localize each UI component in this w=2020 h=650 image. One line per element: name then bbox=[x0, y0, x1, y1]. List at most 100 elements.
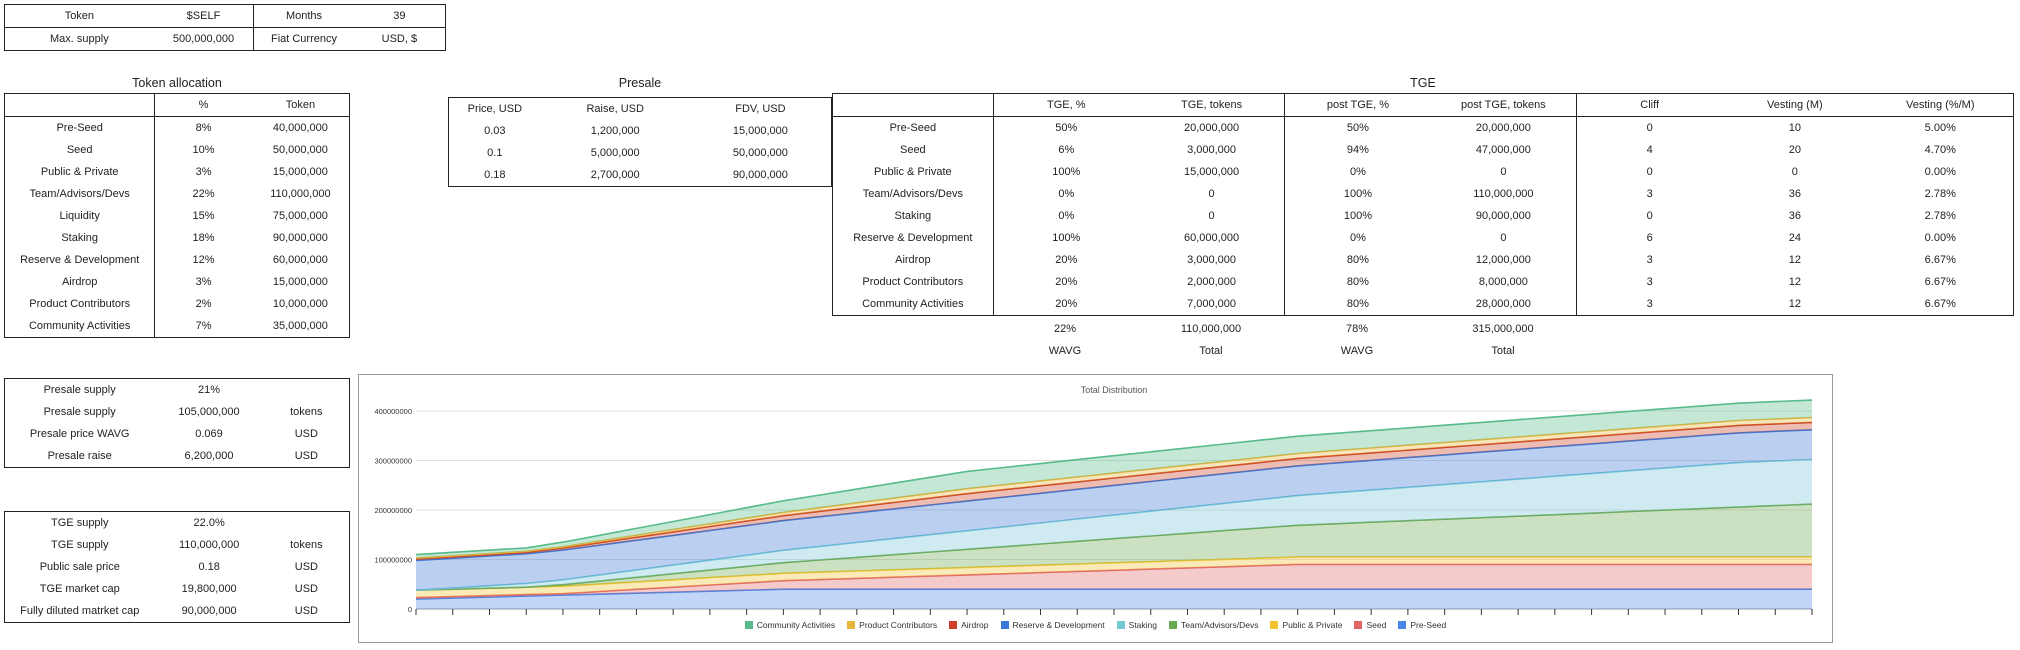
summary-unit: USD bbox=[294, 428, 318, 440]
tge-vest-pm: 6.67% bbox=[1924, 276, 1956, 288]
tge-name: Seed bbox=[832, 139, 994, 161]
tge-post-pct: 80% bbox=[1346, 254, 1369, 266]
tge-post-tokens: 8,000,000 bbox=[1430, 271, 1578, 293]
legend-item: Product Contributors bbox=[847, 620, 937, 630]
table-row: Team/Advisors/Devs 0% 0 100% 110,000,000 3 36 2… bbox=[832, 183, 2014, 205]
summary-row: Presale supply 105,000,000 tokens bbox=[5, 401, 350, 423]
legend-swatch bbox=[1169, 621, 1178, 629]
param-row: Token $SELF Months 39 bbox=[4, 4, 446, 28]
allocation-pct: 15% bbox=[192, 210, 215, 222]
tge-tge-tokens: 60,000,000 bbox=[1138, 227, 1286, 249]
presale-raise: 5,000,000 bbox=[590, 147, 640, 159]
tge-tge-tokens: 20,000,000 bbox=[1138, 116, 1286, 139]
column-header: FDV, USD bbox=[735, 103, 786, 115]
tge-cliff: 3 bbox=[1646, 254, 1653, 266]
presale-fdv: 15,000,000 bbox=[732, 125, 788, 137]
column-header: Token bbox=[251, 93, 350, 117]
allocation-tokens: 50,000,000 bbox=[272, 144, 328, 156]
series-line-product-contributors bbox=[415, 416, 1813, 559]
tge-name: Product Contributors bbox=[832, 271, 994, 293]
summary-row: TGE market cap 19,800,000 USD bbox=[5, 578, 350, 600]
table-row: 0.18 2,700,000 90,000,000 bbox=[449, 164, 832, 187]
tge-vest-m: 12 bbox=[1788, 276, 1801, 288]
allocation-name: Seed bbox=[4, 139, 156, 161]
summary-unit: USD bbox=[294, 605, 318, 617]
totals-row: 22% 110,000,000 78% 315,000,000 bbox=[832, 318, 2014, 340]
tge-tge-pct: 50% bbox=[1055, 122, 1078, 134]
allocation-title: Token allocation bbox=[132, 76, 222, 90]
column-header: post TGE, % bbox=[1284, 93, 1431, 117]
tge-vest-m: 10 bbox=[1788, 122, 1801, 134]
series-line-team-advisors-devs bbox=[415, 503, 1813, 591]
tge-vest-m: 24 bbox=[1788, 232, 1801, 244]
legend-item: Community Activities bbox=[744, 620, 835, 630]
tge-tge-pct: 0% bbox=[1058, 188, 1075, 200]
y-tick-label: 0 bbox=[408, 605, 412, 614]
legend-item: Staking bbox=[1116, 620, 1158, 630]
tge-tge-pct: 20% bbox=[1055, 276, 1078, 288]
tge-vest-m: 20 bbox=[1788, 144, 1801, 156]
table-row: Airdrop 20% 3,000,000 80% 12,000,000 3 12 6.67% bbox=[832, 249, 2014, 271]
tge-tge-tokens: 0 bbox=[1138, 183, 1286, 205]
legend-swatch bbox=[847, 621, 856, 629]
summary-label: TGE supply bbox=[51, 539, 109, 551]
tge-tge-tokens: 3,000,000 bbox=[1138, 249, 1286, 271]
legend-label: Product Contributors bbox=[859, 620, 938, 630]
tge-total-label: Total bbox=[1199, 345, 1223, 357]
tge-tge-pct: 100% bbox=[1052, 166, 1081, 178]
tge-vest-m: 36 bbox=[1788, 210, 1801, 222]
presale-price: 0.1 bbox=[487, 147, 503, 159]
summary-value: 0.18 bbox=[198, 561, 220, 573]
summary-row: Presale price WAVG 0.069 USD bbox=[5, 423, 350, 445]
legend-item: Team/Advisors/Devs bbox=[1169, 620, 1258, 630]
allocation-name: Staking bbox=[4, 227, 156, 249]
tge-cliff: 6 bbox=[1646, 232, 1653, 244]
tge-cliff: 4 bbox=[1646, 144, 1653, 156]
tge-vest-pm: 6.67% bbox=[1924, 298, 1956, 310]
chart-plot: Total Distribution 0 100000000 200000000 300… bbox=[374, 385, 1813, 615]
series-line-seed bbox=[415, 563, 1812, 599]
summary-unit bbox=[264, 512, 350, 535]
tge-summary-table: TGE supply 22.0% TGE supply 110,000,000 toke… bbox=[4, 511, 350, 623]
allocation-pct: 3% bbox=[195, 166, 212, 178]
legend-label: Staking bbox=[1128, 620, 1158, 630]
table-row: Product Contributors 2% 10,000,000 bbox=[4, 293, 350, 315]
tge-cliff: 0 bbox=[1646, 166, 1653, 178]
allocation-pct: 22% bbox=[192, 188, 215, 200]
tge-vest-pm: 5.00% bbox=[1924, 122, 1956, 134]
param-row: Max. supply 500,000,000 Fiat Currency USD, … bbox=[5, 27, 446, 51]
tge-post-tokens: 28,000,000 bbox=[1430, 293, 1578, 316]
param-value: 39 bbox=[393, 10, 406, 22]
table-row: Staking 18% 90,000,000 bbox=[4, 227, 350, 249]
summary-unit: USD bbox=[294, 583, 318, 595]
column-header: Vesting (M) bbox=[1722, 93, 1868, 117]
tge-tge-tokens: 0 bbox=[1138, 205, 1286, 227]
table-row: Community Activities 7% 35,000,000 bbox=[4, 315, 350, 338]
tge-post-tokens: 90,000,000 bbox=[1430, 205, 1578, 227]
totals-row: WAVG Total WAVG Total bbox=[832, 340, 2014, 362]
table-row: Product Contributors 20% 2,000,000 80% 8,000… bbox=[832, 271, 2014, 293]
column-header bbox=[4, 93, 156, 117]
param-label: Fiat Currency bbox=[270, 33, 337, 45]
tge-total: 78% bbox=[1345, 323, 1369, 335]
tge-tge-pct: 20% bbox=[1055, 298, 1078, 310]
allocation-tokens: 60,000,000 bbox=[272, 254, 328, 266]
table-row: Seed 6% 3,000,000 94% 47,000,000 4 20 4.70% bbox=[832, 139, 2014, 161]
series-area-public-private bbox=[416, 557, 1812, 598]
legend-swatch bbox=[1000, 621, 1009, 629]
legend-swatch bbox=[1116, 621, 1125, 629]
y-tick-label: 300000000 bbox=[374, 457, 412, 466]
tge-cliff: 3 bbox=[1646, 276, 1653, 288]
summary-value: 105,000,000 bbox=[178, 406, 240, 418]
total-distribution-chart: Total Distribution 0 100000000 200000000 300… bbox=[358, 374, 1833, 643]
spacer bbox=[1576, 340, 2014, 362]
tge-cliff: 3 bbox=[1646, 298, 1653, 310]
legend-label: Pre-Seed bbox=[1410, 620, 1447, 630]
tge-total: 315,000,000 bbox=[1472, 323, 1534, 335]
presale-table: Price, USD Raise, USD FDV, USD 0.03 1,200,0… bbox=[448, 97, 832, 187]
tge-name: Airdrop bbox=[832, 249, 994, 271]
table-row: Seed 10% 50,000,000 bbox=[4, 139, 350, 161]
legend-item: Airdrop bbox=[949, 620, 989, 630]
tge-post-pct: 0% bbox=[1349, 166, 1366, 178]
param-value: USD, $ bbox=[381, 33, 418, 45]
